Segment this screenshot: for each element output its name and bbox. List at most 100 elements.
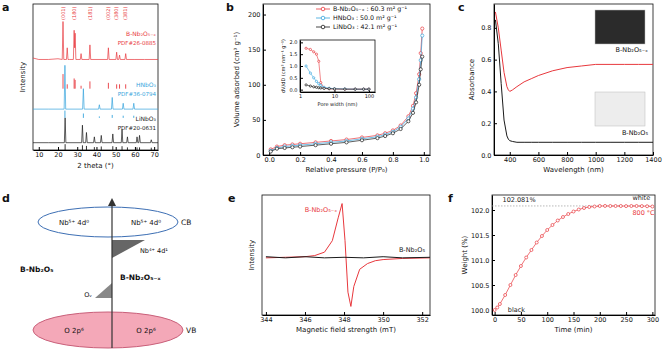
point bbox=[414, 101, 417, 104]
panel: 344346348350352B-Nb₂O₅₋ₓB-Nb₂O₅ bbox=[260, 195, 430, 324]
tick: 150 bbox=[568, 312, 580, 324]
tick: 200 bbox=[594, 312, 606, 324]
band-diagram: Nb⁵⁺ 4d⁰Nb⁵⁺ 4d⁰CBO 2p⁶O 2p⁶VBNb⁴⁺ 4d¹Oᵥ… bbox=[20, 198, 196, 348]
tick: 0.5 bbox=[290, 75, 303, 81]
tick: 0.6 bbox=[481, 56, 497, 64]
state-label: O 2p⁶ bbox=[136, 327, 156, 335]
plot-frame bbox=[33, 4, 158, 150]
reference-stick bbox=[63, 74, 64, 89]
reference-stick bbox=[125, 84, 126, 88]
series-line bbox=[495, 206, 653, 310]
y-axis: 100.0100.5101.0101.5102.0 bbox=[471, 196, 495, 316]
panel-label: c bbox=[458, 1, 465, 14]
point bbox=[421, 34, 424, 37]
tick-label: 0.4 bbox=[326, 156, 336, 164]
point bbox=[419, 52, 422, 55]
reference-stick bbox=[127, 147, 128, 150]
tick-label: 0 bbox=[256, 152, 260, 160]
point bbox=[344, 88, 346, 90]
state-label: Nb⁵⁺ 4d⁰ bbox=[131, 219, 161, 227]
point bbox=[535, 241, 538, 244]
tick-label: 10 bbox=[332, 93, 338, 99]
point bbox=[519, 265, 522, 268]
panel: 10203040506070PDF#26-0885PDF#36-0794PDF#… bbox=[33, 4, 159, 159]
legend-item: B-Nb₂O₅₋ₓ : 60.3 m² g⁻¹ bbox=[316, 5, 408, 13]
tick-label: 50 bbox=[112, 151, 120, 159]
tick: 800 bbox=[561, 152, 573, 164]
tick-mark bbox=[383, 312, 384, 315]
point bbox=[551, 224, 554, 227]
point bbox=[604, 204, 607, 207]
tick-label: 1.0 bbox=[419, 156, 429, 164]
reference-stick bbox=[99, 116, 100, 117]
tick-mark bbox=[77, 147, 78, 150]
series-line bbox=[33, 22, 158, 60]
tick: 1.0 bbox=[290, 63, 303, 69]
tick-mark bbox=[362, 152, 363, 155]
tick-label: 20 bbox=[54, 151, 62, 159]
reference-stick bbox=[101, 146, 102, 150]
tick-label: 346 bbox=[299, 316, 311, 324]
tick: 346 bbox=[299, 312, 311, 324]
x-axis: 0.00.20.40.60.81.0 bbox=[264, 152, 431, 164]
annotation: black bbox=[508, 306, 525, 314]
tick-label: 250 bbox=[620, 316, 632, 324]
tick: 0.0 bbox=[481, 152, 497, 160]
tick-mark bbox=[492, 235, 495, 236]
tick-label: 102.0 bbox=[471, 207, 490, 215]
series-line bbox=[266, 257, 430, 258]
point bbox=[640, 205, 643, 208]
arrow-head bbox=[108, 198, 116, 206]
point bbox=[315, 53, 317, 55]
tick: 200 bbox=[248, 11, 266, 19]
point bbox=[496, 306, 499, 309]
tick-mark bbox=[154, 147, 155, 150]
reference-stick bbox=[137, 147, 138, 150]
tick-mark bbox=[263, 85, 266, 86]
tick-label: 0.0 bbox=[481, 152, 491, 160]
reference-stick bbox=[82, 145, 83, 150]
tick-mark bbox=[393, 152, 394, 155]
series-label: B-Nb₂O₅₋ₓ bbox=[616, 46, 649, 54]
point bbox=[328, 88, 330, 90]
series-line bbox=[306, 66, 369, 89]
point bbox=[609, 205, 612, 208]
point bbox=[328, 88, 330, 90]
point bbox=[493, 309, 496, 312]
axis-line bbox=[492, 196, 493, 316]
point bbox=[333, 88, 335, 90]
tick: 0.0 bbox=[290, 87, 303, 93]
tick: 1000 bbox=[588, 152, 605, 164]
point bbox=[362, 88, 364, 90]
reference-stick bbox=[86, 146, 87, 150]
tick-mark bbox=[116, 147, 117, 150]
state-label: O 2p⁶ bbox=[64, 327, 84, 335]
valence-band bbox=[33, 312, 183, 348]
tick-label: 60 bbox=[131, 151, 139, 159]
panel: 050100150200250300100.0100.5101.0101.510… bbox=[471, 194, 659, 324]
annotation: white bbox=[632, 194, 650, 202]
conduction-band bbox=[38, 207, 178, 237]
band-label: CB bbox=[181, 218, 191, 227]
x-axis: 344346348350352 bbox=[260, 312, 430, 324]
tick-label: 0.5 bbox=[290, 75, 298, 81]
tick-mark bbox=[96, 147, 97, 150]
sample-photo bbox=[595, 92, 645, 126]
point bbox=[344, 88, 346, 90]
point bbox=[315, 80, 317, 82]
tick-mark bbox=[652, 312, 653, 315]
peak-label: (180) bbox=[71, 7, 77, 20]
tick-label: 50 bbox=[252, 116, 260, 124]
point bbox=[567, 213, 570, 216]
tick-label: 0.4 bbox=[481, 88, 491, 96]
point bbox=[407, 120, 410, 123]
reference-stick bbox=[122, 146, 123, 150]
tick-mark bbox=[494, 60, 497, 61]
tick-label: 0.8 bbox=[388, 156, 398, 164]
annotation: 800 °C bbox=[632, 209, 655, 217]
reference-stick bbox=[133, 116, 134, 118]
tick-mark bbox=[547, 312, 548, 315]
point bbox=[354, 88, 356, 90]
tick: 1.5 bbox=[290, 51, 303, 57]
point bbox=[368, 88, 370, 90]
